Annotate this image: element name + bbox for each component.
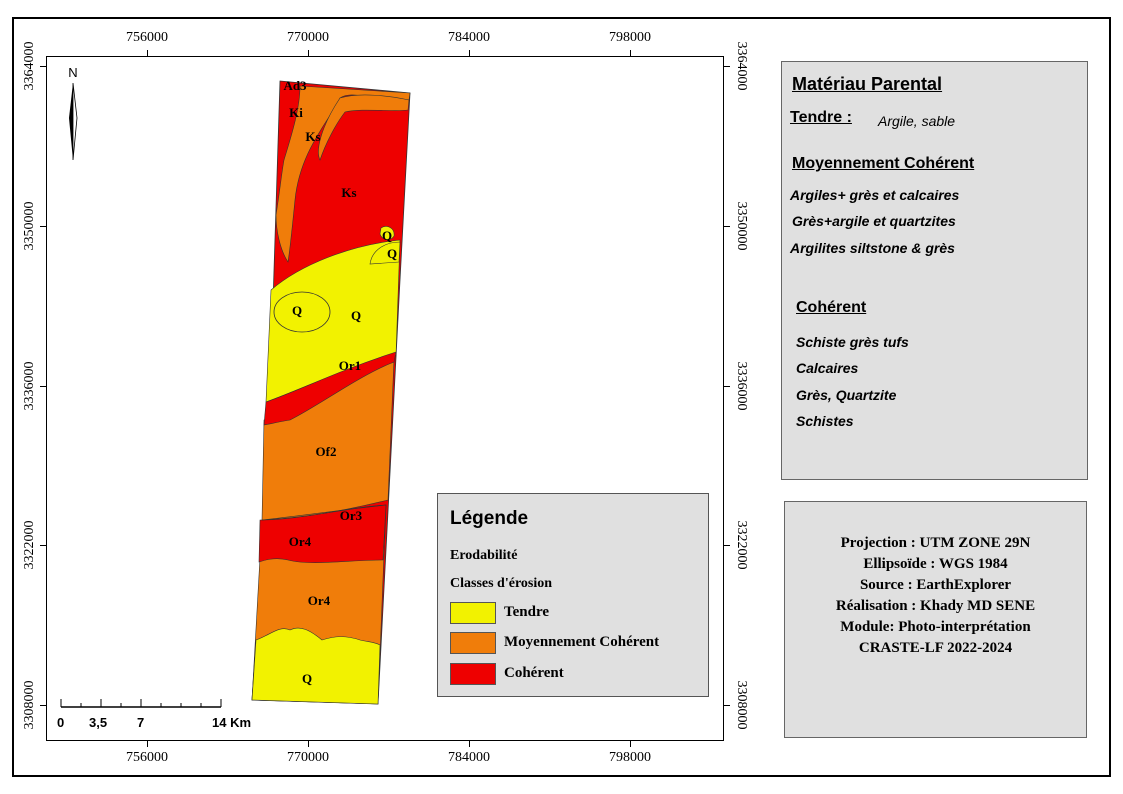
tick-mark bbox=[40, 705, 46, 706]
info-line: Source : EarthExplorer bbox=[859, 577, 1012, 593]
legend-subtitle: Erodabilité bbox=[450, 548, 518, 563]
zone-coherent bbox=[263, 351, 397, 426]
map-label: Q bbox=[382, 228, 392, 243]
coherent-item: Calcaires bbox=[796, 360, 859, 376]
moyen-heading: Moyennement Cohérent bbox=[792, 155, 975, 172]
tick-mark bbox=[147, 50, 148, 56]
tendre-heading: Tendre : bbox=[790, 109, 852, 126]
coherent-item: Schiste grès tufs bbox=[796, 334, 909, 350]
zone-outline bbox=[273, 291, 331, 333]
tick-mark bbox=[147, 741, 148, 747]
info-line: Module: Photo-interprétation bbox=[840, 619, 1031, 635]
moyen-item: Argiles+ grès et calcaires bbox=[790, 187, 960, 203]
zone-tendre bbox=[379, 226, 395, 240]
tick-mark bbox=[40, 386, 46, 387]
map-label: Ki bbox=[289, 105, 303, 120]
scale-bar bbox=[60, 699, 222, 708]
x-tick-bottom: 784000 bbox=[448, 750, 490, 765]
map-label: Or3 bbox=[340, 508, 363, 523]
coherent-item: Schistes bbox=[796, 413, 854, 429]
scale-label: 0 bbox=[57, 715, 65, 730]
moyen-item: Grès+argile et quartzites bbox=[792, 213, 956, 229]
moyen-item: Argilites siltstone & grès bbox=[790, 240, 955, 256]
scale-label: 7 bbox=[137, 715, 145, 730]
tick-mark bbox=[724, 66, 730, 67]
info-panel: Projection : UTM ZONE 29N Ellipsoïde : W… bbox=[784, 501, 1087, 738]
info-line: Ellipsoïde : WGS 1984 bbox=[863, 556, 1008, 572]
legend-swatch-coherent bbox=[450, 663, 496, 685]
tick-mark bbox=[724, 226, 730, 227]
tick-mark bbox=[40, 66, 46, 67]
map-label: Ad3 bbox=[283, 78, 307, 93]
map-label: Ks bbox=[341, 185, 356, 200]
legend-label: Moyennement Cohérent bbox=[504, 634, 660, 650]
info-line: CRASTE-LF 2022-2024 bbox=[858, 640, 1013, 656]
tick-mark bbox=[630, 741, 631, 747]
map-label: Q bbox=[302, 671, 312, 686]
tick-mark bbox=[724, 705, 730, 706]
zone-tendre bbox=[251, 627, 381, 705]
tick-mark bbox=[308, 741, 309, 747]
tick-mark bbox=[469, 50, 470, 56]
tick-mark bbox=[469, 741, 470, 747]
tendre-text: Argile, sable bbox=[878, 113, 956, 129]
map-label: Q bbox=[351, 308, 361, 323]
legend-title: Légende bbox=[450, 508, 529, 529]
tick-mark bbox=[40, 545, 46, 546]
zone-tendre bbox=[369, 241, 401, 265]
x-tick-top: 798000 bbox=[609, 30, 651, 45]
legend-subtitle: Classes d'érosion bbox=[450, 576, 553, 591]
zone-moyen bbox=[275, 85, 411, 263]
map-label: Ks bbox=[305, 129, 320, 144]
x-tick-top: 784000 bbox=[448, 30, 490, 45]
coherent-item: Grès, Quartzite bbox=[796, 387, 897, 403]
map-label: Or4 bbox=[308, 593, 331, 608]
outer-frame bbox=[12, 17, 1111, 777]
tick-mark bbox=[308, 50, 309, 56]
legend-box: Légende Erodabilité Classes d'érosion Te… bbox=[437, 493, 709, 697]
info-line: Projection : UTM ZONE 29N bbox=[840, 535, 1031, 551]
map-label: Q bbox=[387, 246, 397, 261]
materiau-title: Matériau Parental bbox=[792, 74, 943, 94]
scale-label: 14 Km bbox=[212, 715, 252, 730]
materiau-panel: Matériau Parental Tendre : Argile, sable… bbox=[781, 61, 1088, 480]
legend-swatch-moyen bbox=[450, 632, 496, 654]
coherent-heading: Cohérent bbox=[796, 299, 867, 316]
tick-mark bbox=[40, 226, 46, 227]
map-label: Or1 bbox=[339, 358, 361, 373]
legend-label: Cohérent bbox=[504, 665, 564, 681]
map-label: Q bbox=[292, 303, 302, 318]
legend-label: Tendre bbox=[504, 604, 550, 620]
north-arrow-icon: N bbox=[68, 65, 78, 161]
scale-label: 3,5 bbox=[89, 715, 108, 730]
info-line: Réalisation : Khady MD SENE bbox=[835, 598, 1036, 614]
x-tick-bottom: 798000 bbox=[609, 750, 651, 765]
north-label: N bbox=[68, 65, 77, 80]
tick-mark bbox=[630, 50, 631, 56]
x-tick-bottom: 756000 bbox=[126, 750, 168, 765]
tick-mark bbox=[724, 545, 730, 546]
x-tick-bottom: 770000 bbox=[287, 750, 329, 765]
tick-mark bbox=[724, 386, 730, 387]
map-label: Of2 bbox=[316, 444, 337, 459]
x-tick-top: 756000 bbox=[126, 30, 168, 45]
legend-swatch-tendre bbox=[450, 602, 496, 624]
zone-moyen bbox=[318, 94, 410, 161]
zone-outline bbox=[261, 504, 387, 521]
x-tick-top: 770000 bbox=[287, 30, 329, 45]
map-label: Or4 bbox=[289, 534, 312, 549]
